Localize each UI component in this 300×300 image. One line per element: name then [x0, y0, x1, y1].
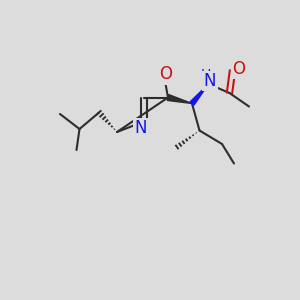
Polygon shape — [190, 84, 208, 105]
Text: O: O — [159, 65, 172, 83]
Text: H: H — [201, 68, 211, 82]
Text: N: N — [204, 72, 216, 90]
Text: N: N — [135, 119, 147, 137]
Text: O: O — [232, 60, 246, 78]
Polygon shape — [167, 94, 192, 103]
